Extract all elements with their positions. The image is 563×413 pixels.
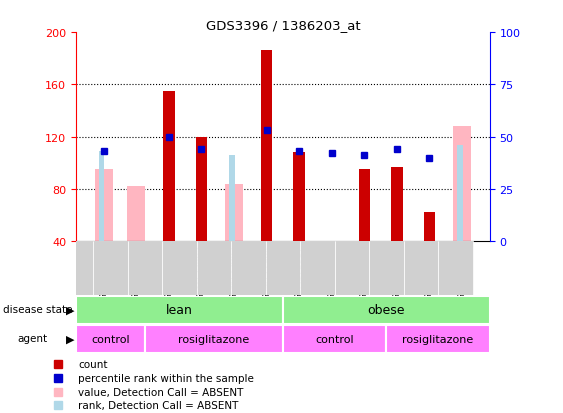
Text: percentile rank within the sample: percentile rank within the sample — [78, 373, 254, 383]
Bar — [163, 92, 175, 242]
Bar — [145, 325, 283, 353]
Bar — [300, 242, 334, 295]
Text: count: count — [78, 359, 108, 369]
Bar — [424, 213, 435, 242]
Text: value, Detection Call = ABSENT: value, Detection Call = ABSENT — [78, 387, 243, 396]
Text: lean: lean — [166, 304, 193, 317]
Text: disease state: disease state — [3, 305, 72, 315]
Bar — [99, 152, 104, 242]
Bar — [293, 153, 305, 242]
Text: obese: obese — [368, 304, 405, 317]
Text: control: control — [315, 334, 354, 344]
Bar — [76, 325, 145, 353]
Bar — [283, 296, 490, 324]
Bar — [128, 242, 162, 295]
Bar — [391, 167, 403, 242]
Bar — [196, 242, 231, 295]
Text: agent: agent — [17, 334, 47, 344]
Text: rosiglitazone: rosiglitazone — [403, 334, 473, 344]
Bar — [283, 325, 386, 353]
Bar — [404, 242, 438, 295]
Bar — [386, 325, 490, 353]
Text: ▶: ▶ — [66, 334, 75, 344]
Bar — [229, 156, 235, 242]
Bar — [76, 296, 283, 324]
Bar — [453, 127, 471, 242]
Bar — [162, 242, 196, 295]
Bar — [457, 146, 463, 242]
Text: rosiglitazone: rosiglitazone — [178, 334, 249, 344]
Bar — [369, 242, 404, 295]
Bar — [261, 51, 272, 242]
Bar — [196, 137, 207, 242]
Bar — [266, 242, 300, 295]
Bar — [127, 187, 145, 242]
Bar — [334, 242, 369, 295]
Bar — [438, 242, 472, 295]
Bar — [95, 170, 113, 242]
Bar — [359, 170, 370, 242]
Bar — [231, 242, 266, 295]
Text: ▶: ▶ — [66, 305, 75, 315]
Text: control: control — [91, 334, 130, 344]
Bar — [93, 242, 128, 295]
Bar — [225, 184, 243, 242]
Text: rank, Detection Call = ABSENT: rank, Detection Call = ABSENT — [78, 401, 238, 411]
Bar — [59, 242, 93, 295]
Title: GDS3396 / 1386203_at: GDS3396 / 1386203_at — [205, 19, 360, 32]
